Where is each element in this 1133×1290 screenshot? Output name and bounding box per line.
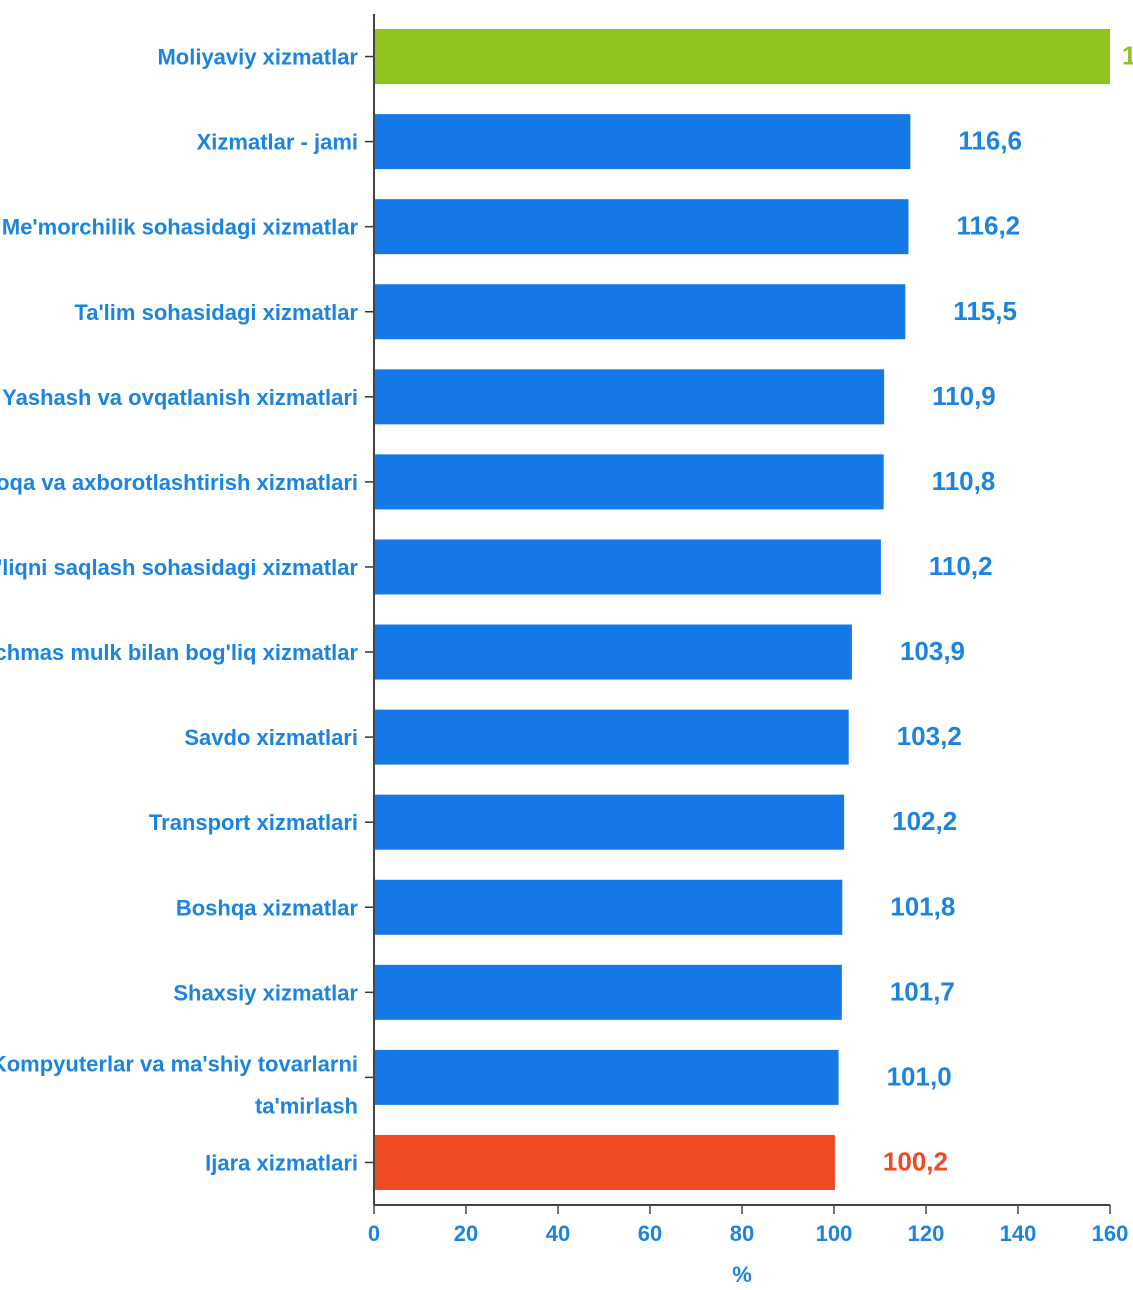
value-label: 103,2 bbox=[897, 721, 962, 751]
bar bbox=[374, 114, 911, 170]
value-label: 101,0 bbox=[887, 1061, 952, 1091]
category-label: Xizmatlar - jami bbox=[197, 130, 358, 155]
x-tick-label: 0 bbox=[368, 1221, 380, 1246]
category-label: Transport xizmatlari bbox=[149, 810, 358, 835]
x-tick-label: 40 bbox=[546, 1221, 570, 1246]
bar bbox=[374, 624, 852, 680]
bar bbox=[374, 369, 885, 425]
x-tick-label: 60 bbox=[638, 1221, 662, 1246]
axes-group: 0 20 40 60 80 100 120 140 160 bbox=[365, 14, 1128, 1246]
bar bbox=[374, 1049, 839, 1105]
value-label: 116,2 bbox=[957, 211, 1021, 241]
category-label: Shaxsiy xizmatlar bbox=[173, 980, 358, 1005]
category-label: Ko'chmas mulk bilan bog'liq xizmatlar bbox=[0, 640, 358, 665]
bar bbox=[374, 964, 842, 1020]
x-tick-label: 140 bbox=[1000, 1221, 1037, 1246]
x-tick-label: 20 bbox=[454, 1221, 478, 1246]
x-axis-title: % bbox=[732, 1262, 752, 1287]
bar bbox=[374, 284, 906, 340]
value-label: 110,2 bbox=[929, 551, 993, 581]
value-label: 100,2 bbox=[883, 1146, 948, 1176]
category-label: Yashash va ovqatlanish xizmatlari bbox=[2, 385, 358, 410]
value-label: 110,8 bbox=[932, 466, 996, 496]
category-labels-group: Moliyaviy xizmatlar Xizmatlar - jami Me'mo… bbox=[0, 45, 358, 1176]
category-label: Aloqa va axborotlashtirish xizmatlari bbox=[0, 470, 358, 495]
x-tick-label: 120 bbox=[908, 1221, 945, 1246]
value-label: 103,9 bbox=[900, 636, 965, 666]
bar bbox=[374, 879, 843, 935]
category-label: Ta'lim sohasidagi xizmatlar bbox=[74, 300, 358, 325]
bar bbox=[374, 539, 881, 595]
category-label: Ijara xizmatlari bbox=[205, 1150, 358, 1175]
value-label: 101,7 bbox=[890, 976, 955, 1006]
category-label: Me'morchilik sohasidagi xizmatlar bbox=[2, 215, 359, 240]
bar bbox=[374, 794, 845, 850]
value-label: 115,5 bbox=[953, 296, 1017, 326]
bar bbox=[374, 199, 909, 255]
value-label: 116,6 bbox=[958, 126, 1022, 156]
bar bbox=[374, 1134, 835, 1190]
bar bbox=[374, 454, 884, 510]
bar bbox=[374, 29, 1110, 85]
value-label: 101,8 bbox=[890, 891, 955, 921]
x-tick-label: 80 bbox=[730, 1221, 754, 1246]
value-label: 110,9 bbox=[932, 381, 996, 411]
value-labels-group: 194,5 116,6 116,2 115,5 110,9 110,8 110,2 103,9… bbox=[883, 41, 1133, 1177]
value-label: 194,5 bbox=[1122, 41, 1133, 71]
category-label: Savdo xizmatlari bbox=[184, 725, 358, 750]
bar bbox=[374, 709, 849, 765]
category-label: Kompyuterlar va ma'shiy tovarlarni ta'mir… bbox=[0, 1051, 358, 1118]
category-label: Boshqa xizmatlar bbox=[176, 895, 359, 920]
x-tick-label: 100 bbox=[816, 1221, 853, 1246]
value-label: 102,2 bbox=[892, 806, 957, 836]
bars-group bbox=[374, 29, 1110, 1190]
category-label: Moliyaviy xizmatlar bbox=[157, 45, 358, 70]
x-tick-label: 160 bbox=[1092, 1221, 1129, 1246]
category-label: Sog'liqni saqlash sohasidagi xizmatlar bbox=[0, 555, 358, 580]
